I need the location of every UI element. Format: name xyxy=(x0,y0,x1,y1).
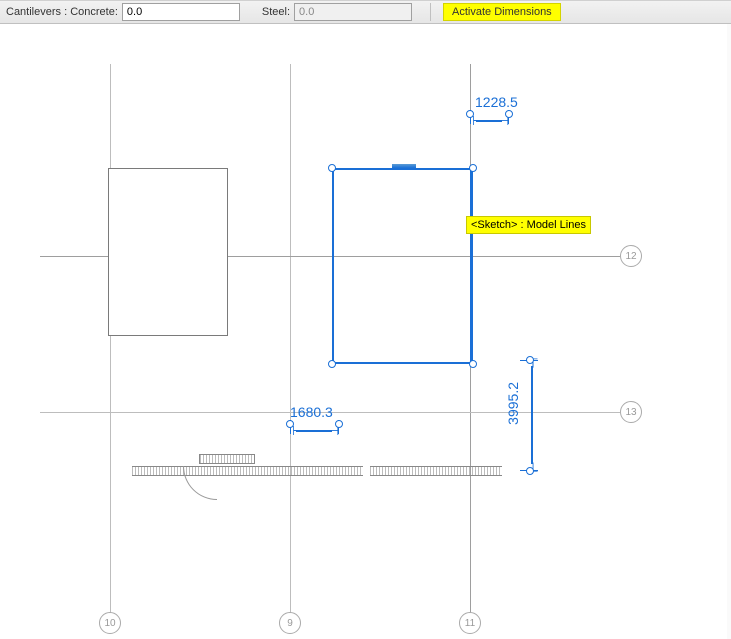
steel-label: Steel: xyxy=(262,6,290,18)
gridline-9 xyxy=(290,64,291,614)
tooltip-text-a: <Sketch> xyxy=(471,219,517,231)
grid-bubble-11[interactable]: 11 xyxy=(459,612,481,634)
grid-bubble-13[interactable]: 13 xyxy=(620,401,642,423)
grid-bubble-13-label: 13 xyxy=(625,407,636,418)
grid-bubble-10[interactable]: 10 xyxy=(99,612,121,634)
dim-1228-cap-l: ⊢ xyxy=(472,116,483,126)
grid-bubble-9-label: 9 xyxy=(287,618,293,629)
dim-1228-text[interactable]: 1228.5 xyxy=(475,94,518,110)
sketch-tab-mark xyxy=(392,164,416,168)
existing-element-rect xyxy=(108,168,228,336)
toolbar: Cantilevers : Concrete: Steel: Activate … xyxy=(0,0,731,24)
drawing-canvas[interactable]: 10 9 11 12 13 1228.5 ⊢ ⊣ 1680.3 ⊢ ⊣ 3995… xyxy=(0,24,731,639)
dim3-node-t[interactable] xyxy=(526,356,534,364)
floor-section-1 xyxy=(132,466,363,476)
floor-section-2 xyxy=(370,466,502,476)
dim-3995-bar xyxy=(531,366,533,464)
sketch-right-edge[interactable] xyxy=(470,168,473,366)
sketch-node-tl[interactable] xyxy=(328,164,336,172)
hover-tooltip: <Sketch> : Model Lines xyxy=(466,216,591,234)
sketch-rectangle[interactable] xyxy=(332,168,473,364)
grid-bubble-10-label: 10 xyxy=(104,618,115,629)
dim-1680-cap-l: ⊢ xyxy=(292,426,303,436)
dim3-node-b[interactable] xyxy=(526,467,534,475)
dim1-node-r[interactable] xyxy=(505,110,513,118)
tooltip-text-b: : Model Lines xyxy=(517,219,585,231)
door-swing xyxy=(183,466,217,500)
cantilevers-concrete-label: Cantilevers : Concrete: xyxy=(6,6,118,18)
sketch-node-br[interactable] xyxy=(469,360,477,368)
dim1-node-l[interactable] xyxy=(466,110,474,118)
gridline-10 xyxy=(110,64,111,614)
grid-bubble-12[interactable]: 12 xyxy=(620,245,642,267)
dim-3995-text[interactable]: 3995.2 xyxy=(505,382,521,425)
sketch-node-bl[interactable] xyxy=(328,360,336,368)
sketch-node-tr[interactable] xyxy=(469,164,477,172)
steel-input xyxy=(294,3,412,21)
grid-bubble-12-label: 12 xyxy=(625,251,636,262)
canvas-scrollbar[interactable] xyxy=(727,24,731,639)
dim2-node-r[interactable] xyxy=(335,420,343,428)
floor-section-3 xyxy=(199,454,255,464)
dim-1680-text[interactable]: 1680.3 xyxy=(290,404,333,420)
activate-dimensions-button[interactable]: Activate Dimensions xyxy=(443,3,561,21)
grid-bubble-9[interactable]: 9 xyxy=(279,612,301,634)
grid-bubble-11-label: 11 xyxy=(465,618,475,629)
dim2-node-l[interactable] xyxy=(286,420,294,428)
concrete-input[interactable] xyxy=(122,3,240,21)
